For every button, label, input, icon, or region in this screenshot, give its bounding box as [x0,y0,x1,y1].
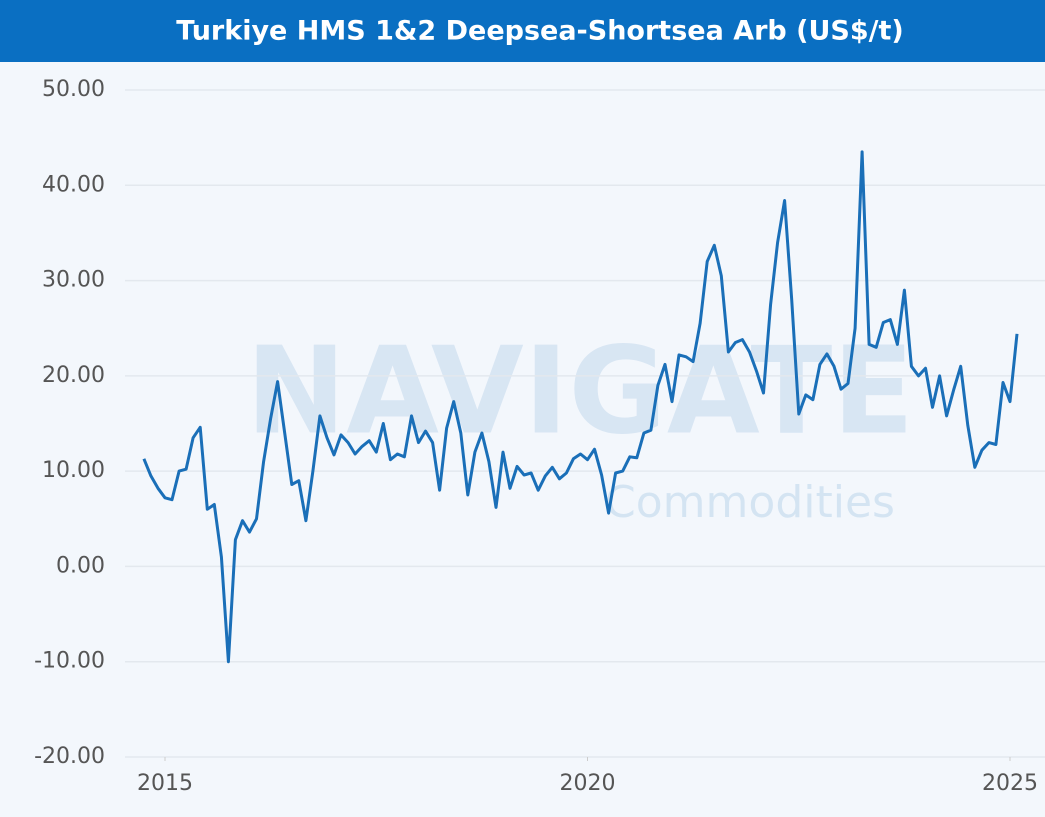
y-tick-label: 30.00 [42,268,105,293]
watermark: NAVIGATE [246,323,915,462]
y-tick-label: 50.00 [42,77,105,102]
x-tick-label: 2025 [982,771,1038,796]
data-line [142,150,1019,664]
x-tick-label: 2020 [560,771,616,796]
y-tick-label: -20.00 [34,744,105,769]
chart-title: Turkiye HMS 1&2 Deepsea-Shortsea Arb (US… [176,16,904,47]
watermark: Commodities [605,477,895,528]
title-bar [0,0,1045,62]
x-tick-label: 2015 [137,771,193,796]
y-tick-label: 40.00 [42,172,105,197]
y-tick-label: 0.00 [56,553,105,578]
y-tick-label: 10.00 [42,458,105,483]
y-tick-label: 20.00 [42,363,105,388]
y-tick-label: -10.00 [34,649,105,674]
